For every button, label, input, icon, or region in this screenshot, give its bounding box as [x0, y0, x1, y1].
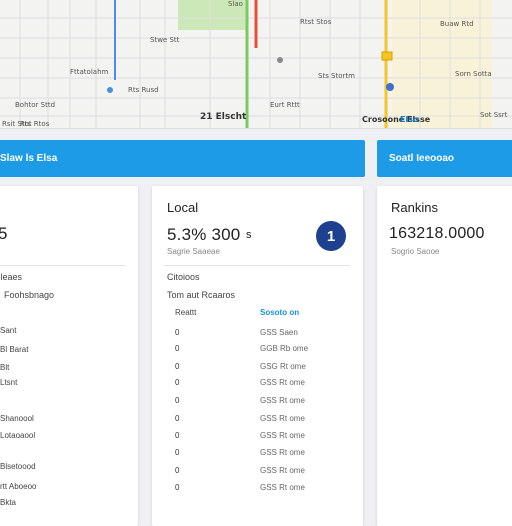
table-row[interactable]: 0 GSS Rt ome	[152, 448, 363, 466]
map-label: Buaw Rtd	[440, 20, 474, 28]
cell-count: 0	[175, 378, 180, 387]
district-area	[392, 0, 492, 128]
map-label: Sts Stortm	[318, 72, 355, 80]
map-label: Fttatolahm	[70, 68, 109, 76]
rank-badge[interactable]: 1	[316, 221, 346, 251]
table-row[interactable]: 0 GSS Rt ome	[152, 414, 363, 432]
cell-label: GSS Rt ome	[260, 466, 305, 475]
cell-count: 0	[175, 414, 180, 423]
map-label: Rtst Stos	[300, 18, 332, 26]
cell-count: 0	[175, 431, 180, 440]
section-title: Citoioos	[167, 272, 200, 282]
map-label: Rsit Stts	[2, 120, 32, 128]
map-label: 21 Elscht	[200, 112, 247, 122]
map-label: Elso	[400, 115, 419, 124]
cell-label: GSS Rt ome	[260, 448, 305, 457]
search-banner[interactable]: Slaw ls Elsa	[0, 140, 365, 177]
table-row[interactable]: 0 GSS Rt ome	[152, 466, 363, 484]
card-title: Rankins	[391, 200, 438, 215]
table-row[interactable]: 0 GSS Rt ome	[152, 378, 363, 396]
poi-icon[interactable]	[107, 87, 113, 93]
section-title: Ileaes	[0, 272, 23, 282]
card-title: Local	[167, 200, 199, 215]
cell-label: GSS Rt ome	[260, 431, 305, 440]
map-label: Sorn Sotta	[455, 70, 492, 78]
list-item[interactable]: Sant	[0, 326, 17, 335]
list-item[interactable]: rtt Aboeoo	[0, 482, 37, 491]
park-area	[178, 0, 248, 30]
status-banner[interactable]: Soatl Ieeooao	[377, 140, 512, 177]
cell-count: 0	[175, 328, 180, 337]
table-row[interactable]: 0 GSS Saen	[152, 328, 363, 346]
map-label: Slao	[228, 0, 243, 8]
divider	[0, 265, 125, 266]
rankings-card: Rankins 163218.0000 Sogrio Saooe	[377, 186, 512, 526]
map-label: Crosoone Elsse	[362, 115, 431, 124]
road-shield-icon	[381, 51, 393, 61]
cell-label: GSS Rt ome	[260, 414, 305, 423]
cell-count: 0	[175, 344, 180, 353]
banner-label: Soatl Ieeooao	[389, 153, 455, 164]
table-row[interactable]: 0 GSS Rt ome	[152, 431, 363, 449]
map-label: Rot Rtos	[20, 120, 50, 128]
cell-label: GSS Rt ome	[260, 483, 305, 492]
table-row[interactable]: 0 GSS Rt ome	[152, 483, 363, 501]
table-row[interactable]: 0 GGB Rb ome	[152, 344, 363, 362]
map-label: Bohtor Sttd	[15, 101, 56, 109]
table-row[interactable]: 0 GSS Rt ome	[152, 396, 363, 414]
local-card: Local 5.3% 300 s Sagrie Saaeae 1 Citoioo…	[152, 186, 363, 526]
cell-count: 0	[175, 483, 180, 492]
local-subvalue: Sagrie Saaeae	[167, 247, 220, 256]
cell-label: GSS Rt ome	[260, 396, 305, 405]
table-row[interactable]: 0 GSG Rt ome	[152, 362, 363, 380]
map-label: Rts Rusd	[128, 86, 159, 94]
column-header[interactable]: Reattt	[175, 308, 197, 317]
list-item[interactable]: Blt	[0, 363, 10, 372]
column-header-link[interactable]: Sosoto on	[260, 308, 300, 317]
cell-label: GSS Rt ome	[260, 378, 305, 387]
cell-label: GSG Rt ome	[260, 362, 306, 371]
rankings-subvalue: Sogrio Saooe	[391, 247, 440, 256]
list-item[interactable]: Lotaoaool	[0, 431, 36, 440]
cell-count: 0	[175, 362, 180, 371]
list-item[interactable]: Ltsnt	[0, 378, 18, 387]
sub-title: Tom aut Rcaaros	[167, 290, 236, 300]
map-canvas[interactable]	[0, 0, 512, 128]
summary-value: 5	[0, 224, 8, 243]
local-value-suffix: s	[246, 229, 252, 241]
divider	[164, 265, 350, 266]
poi-icon[interactable]	[277, 57, 283, 63]
map-label: Eurt Rttt	[270, 101, 300, 109]
map-view[interactable]: 21 Elscht Crosoone Elsse Elso Bohtor Stt…	[0, 0, 512, 129]
cell-label: GSS Saen	[260, 328, 298, 337]
cell-count: 0	[175, 396, 180, 405]
summary-card: 5 Ileaes Foohsbnago Sant Bl Barat Blt Lt…	[0, 186, 138, 526]
list-item[interactable]: Shanoool	[0, 414, 34, 423]
cell-label: GGB Rb ome	[260, 344, 309, 353]
rankings-value: 163218.0000	[389, 225, 485, 242]
list-item[interactable]: Bkta	[0, 498, 17, 507]
list-item[interactable]: Bl Barat	[0, 345, 29, 354]
sub-title: Foohsbnago	[4, 290, 55, 300]
local-value: 5.3% 300	[167, 225, 241, 244]
banner-label: Slaw ls Elsa	[0, 153, 58, 164]
cell-count: 0	[175, 448, 180, 457]
map-label: Sot Ssrt	[480, 111, 508, 119]
list-item[interactable]: Blsetoood	[0, 462, 36, 471]
cell-count: 0	[175, 466, 180, 475]
map-label: Stwe Stt	[150, 36, 180, 44]
location-pin-icon[interactable]	[386, 83, 394, 91]
street-grid	[0, 0, 512, 128]
